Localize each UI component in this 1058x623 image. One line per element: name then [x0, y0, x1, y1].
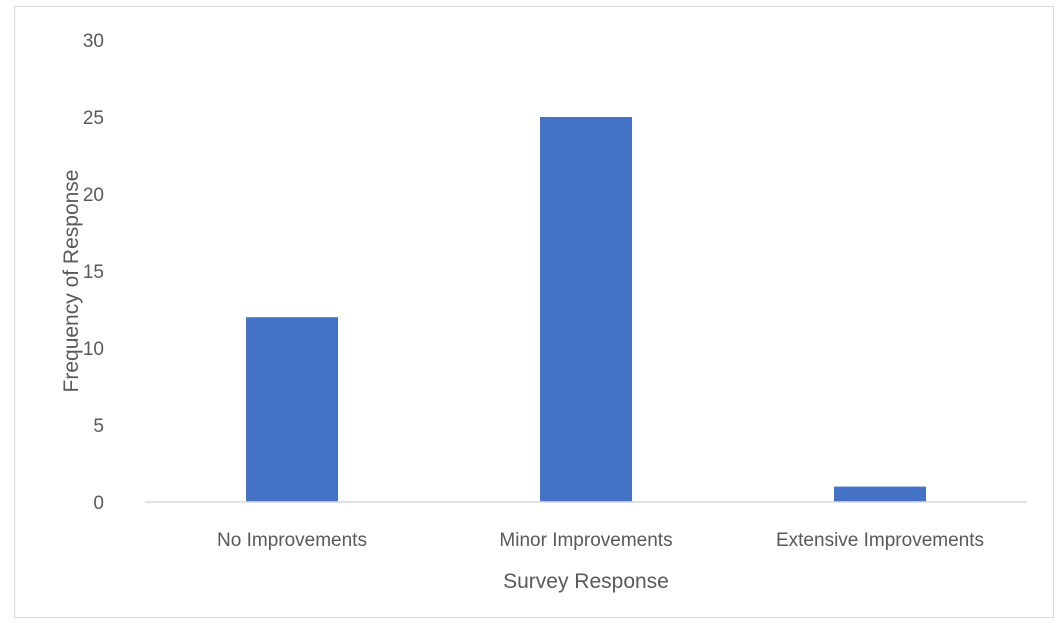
x-axis-title: Survey Response — [503, 570, 669, 593]
y-tick-label: 25 — [83, 108, 104, 129]
x-tick-label: Extensive Improvements — [776, 530, 984, 551]
y-tick-label: 20 — [83, 185, 104, 206]
bars — [246, 117, 926, 502]
y-tick-label: 15 — [83, 262, 104, 283]
x-tick-label: No Improvements — [217, 530, 367, 551]
chart-frame — [14, 6, 1054, 618]
y-tick-label: 10 — [83, 339, 104, 360]
x-axis-ticks: No Improvements Minor Improvements Extensi… — [217, 530, 984, 551]
y-tick-label: 0 — [93, 493, 104, 514]
y-axis-title: Frequency of Response — [60, 170, 83, 393]
bar — [540, 117, 632, 502]
bar — [246, 317, 338, 502]
y-axis-ticks: 0 5 10 15 20 25 30 — [83, 31, 104, 514]
y-tick-label: 5 — [93, 416, 104, 437]
x-tick-label: Minor Improvements — [499, 530, 672, 551]
bar — [834, 486, 926, 502]
y-tick-label: 30 — [83, 31, 104, 52]
